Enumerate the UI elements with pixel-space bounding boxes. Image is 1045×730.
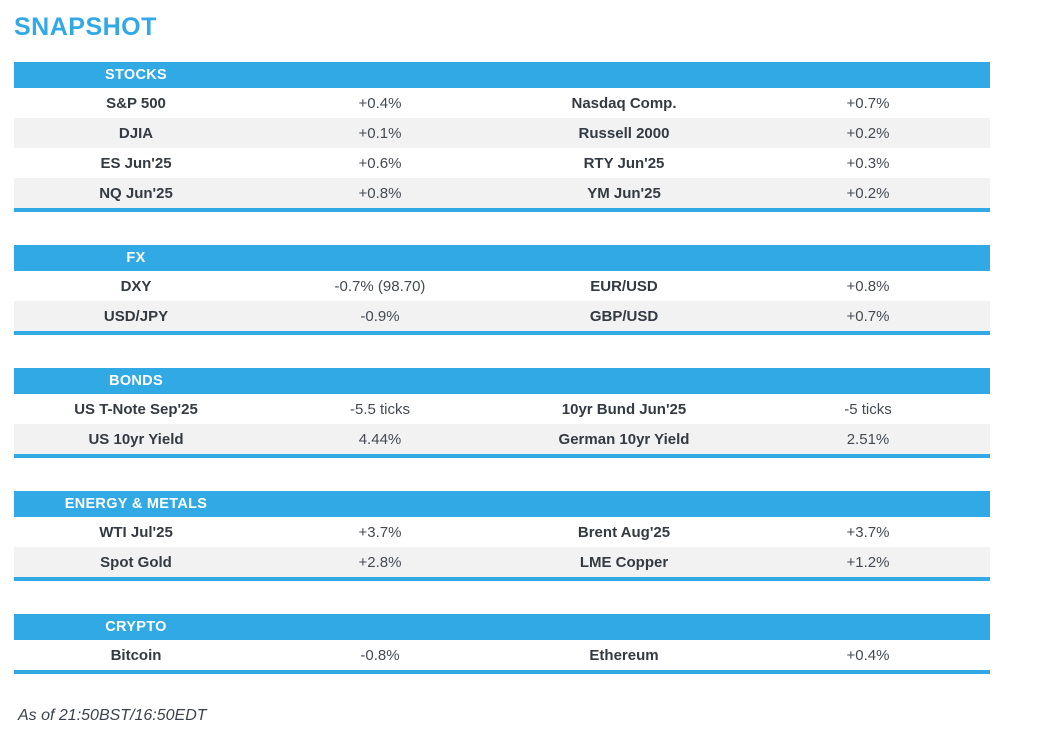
instrument-label: EUR/USD	[590, 277, 658, 295]
instrument-value: +0.4%	[358, 94, 402, 112]
instrument-label: US T-Note Sep'25	[74, 400, 198, 418]
instrument-value: +0.7%	[846, 94, 890, 112]
instrument-label: Russell 2000	[578, 124, 670, 142]
market-row: US 10yr Yield 4.44% German 10yr Yield 2.51%	[14, 424, 990, 454]
market-row: WTI Jul'25 +3.7% Brent Aug'25 +3.7%	[14, 517, 990, 547]
instrument-label: GBP/USD	[589, 307, 659, 325]
instrument-label: NQ Jun'25	[99, 184, 173, 202]
instrument-value: +0.2%	[846, 124, 890, 142]
instrument-value: 2.51%	[846, 430, 890, 448]
instrument-label: 10yr Bund Jun'25	[561, 400, 687, 418]
instrument-value: +0.7%	[846, 307, 890, 325]
instrument-value: -0.7% (98.70)	[334, 277, 426, 295]
section-bonds: BONDS US T-Note Sep'25 -5.5 ticks 10yr Bund…	[14, 368, 990, 458]
section-energy-metals: ENERGY & METALS WTI Jul'25 +3.7% Brent Aug'…	[14, 491, 990, 581]
market-row: Spot Gold +2.8% LME Copper +1.2%	[14, 547, 990, 577]
instrument-value: +0.2%	[846, 184, 890, 202]
instrument-value: +0.3%	[846, 154, 890, 172]
instrument-value: 4.44%	[358, 430, 402, 448]
instrument-label: Bitcoin	[110, 646, 162, 664]
snapshot-page: SNAPSHOT STOCKS S&P 500 +0.4% Nasdaq Comp. +…	[14, 0, 990, 725]
instrument-label: YM Jun'25	[587, 184, 661, 202]
market-row: USD/JPY -0.9% GBP/USD +0.7%	[14, 301, 990, 331]
page-title: SNAPSHOT	[14, 13, 157, 41]
instrument-label: RTY Jun'25	[583, 154, 665, 172]
instrument-value: +0.8%	[846, 277, 890, 295]
market-row: DJIA +0.1% Russell 2000 +0.2%	[14, 118, 990, 148]
market-sections: STOCKS S&P 500 +0.4% Nasdaq Comp. +0.7% DJIA +…	[14, 62, 990, 674]
instrument-value: +0.4%	[846, 646, 890, 664]
instrument-value: -5.5 ticks	[349, 400, 410, 418]
section-header-label: FX	[126, 250, 146, 266]
instrument-label: DXY	[120, 277, 152, 295]
instrument-label: DJIA	[118, 124, 154, 142]
section-crypto: CRYPTO Bitcoin -0.8% Ethereum +0.4%	[14, 614, 990, 674]
instrument-label: S&P 500	[106, 94, 166, 112]
instrument-value: +3.7%	[358, 523, 402, 541]
section-header-stocks: STOCKS	[14, 62, 990, 88]
instrument-label: Nasdaq Comp.	[571, 94, 677, 112]
market-row: S&P 500 +0.4% Nasdaq Comp. +0.7%	[14, 88, 990, 118]
section-header-energy-metals: ENERGY & METALS	[14, 491, 990, 517]
timestamp-note: As of 21:50BST/16:50EDT	[18, 707, 207, 724]
instrument-label: Ethereum	[589, 646, 659, 664]
instrument-label: Brent Aug'25	[577, 523, 671, 541]
section-header-label: BONDS	[109, 373, 163, 389]
section-header-bonds: BONDS	[14, 368, 990, 394]
instrument-label: US 10yr Yield	[88, 430, 184, 448]
market-row: DXY -0.7% (98.70) EUR/USD +0.8%	[14, 271, 990, 301]
market-row: US T-Note Sep'25 -5.5 ticks 10yr Bund Jun'…	[14, 394, 990, 424]
instrument-value: +2.8%	[358, 553, 402, 571]
market-row: ES Jun'25 +0.6% RTY Jun'25 +0.3%	[14, 148, 990, 178]
section-header-label: CRYPTO	[105, 619, 167, 635]
instrument-value: -5 ticks	[844, 400, 892, 418]
instrument-label: German 10yr Yield	[558, 430, 690, 448]
instrument-value: +0.1%	[358, 124, 402, 142]
market-row: Bitcoin -0.8% Ethereum +0.4%	[14, 640, 990, 670]
instrument-label: WTI Jul'25	[99, 523, 173, 541]
instrument-value: -0.9%	[360, 307, 400, 325]
instrument-label: Spot Gold	[100, 553, 172, 571]
section-header-fx: FX	[14, 245, 990, 271]
instrument-label: LME Copper	[579, 553, 669, 571]
market-row: NQ Jun'25 +0.8% YM Jun'25 +0.2%	[14, 178, 990, 208]
instrument-label: USD/JPY	[103, 307, 169, 325]
instrument-value: -0.8%	[360, 646, 400, 664]
instrument-value: +3.7%	[846, 523, 890, 541]
instrument-value: +0.8%	[358, 184, 402, 202]
section-header-crypto: CRYPTO	[14, 614, 990, 640]
instrument-value: +0.6%	[358, 154, 402, 172]
section-header-label: ENERGY & METALS	[64, 496, 208, 512]
instrument-label: ES Jun'25	[100, 154, 172, 172]
section-fx: FX DXY -0.7% (98.70) EUR/USD +0.8% USD/JPY -0.…	[14, 245, 990, 335]
section-stocks: STOCKS S&P 500 +0.4% Nasdaq Comp. +0.7% DJIA +…	[14, 62, 990, 212]
instrument-value: +1.2%	[846, 553, 890, 571]
section-header-label: STOCKS	[105, 67, 167, 83]
